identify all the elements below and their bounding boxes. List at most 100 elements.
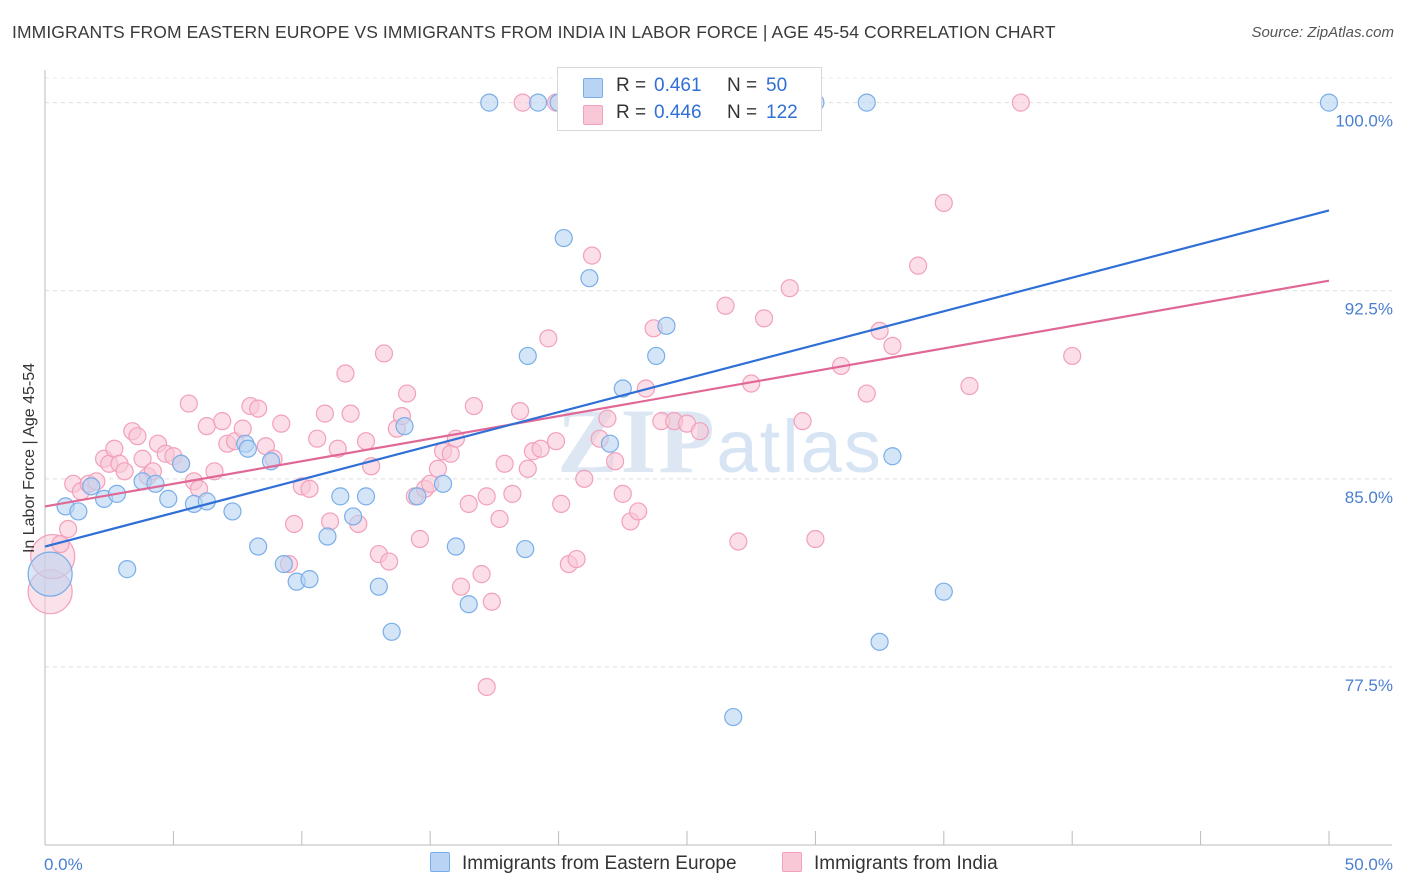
data-point — [870, 632, 889, 651]
data-point — [724, 707, 743, 727]
legend-r-label: R = — [616, 75, 647, 96]
data-point — [477, 677, 496, 697]
data-point — [780, 279, 799, 298]
data-point — [213, 412, 232, 431]
series-india-points — [27, 93, 1082, 697]
x-tick-label-max: 50.0% — [1345, 855, 1393, 874]
data-point — [249, 537, 268, 556]
data-point — [793, 412, 812, 431]
data-point — [197, 492, 216, 511]
data-point — [428, 459, 448, 478]
data-point — [600, 434, 620, 453]
data-point — [344, 507, 363, 526]
legend-r-label: R = — [616, 102, 647, 123]
data-point — [328, 439, 347, 458]
bottom-legend-swatch-eastern-europe — [430, 852, 450, 872]
trend-lines — [44, 209, 1330, 548]
data-point — [531, 439, 550, 458]
data-point — [613, 484, 632, 503]
chart-source: Source: ZipAtlas.com — [1251, 24, 1394, 41]
data-point — [909, 256, 928, 275]
y-tick-label: 100.0% — [1335, 112, 1393, 131]
data-point — [960, 376, 979, 396]
data-point — [118, 560, 137, 579]
data-point — [582, 246, 602, 265]
data-point — [883, 336, 902, 355]
data-point — [552, 494, 571, 513]
data-point — [482, 592, 501, 611]
data-point — [857, 384, 876, 403]
data-point — [274, 554, 293, 574]
chart-title: IMMIGRANTS FROM EASTERN EUROPE VS IMMIGR… — [12, 22, 1056, 42]
data-point — [341, 404, 360, 423]
trend-line-eastern-europe — [44, 209, 1330, 548]
legend-r-value: 0.446 — [654, 102, 702, 123]
data-point — [629, 502, 648, 521]
data-point — [729, 532, 748, 551]
data-point — [716, 296, 735, 315]
watermark: ZIPatlas — [557, 390, 883, 492]
trend-line-india — [44, 279, 1330, 508]
data-point — [272, 414, 291, 433]
data-point — [554, 228, 573, 248]
bottom-legend-label-eastern-europe: Immigrants from Eastern Europe — [462, 853, 737, 874]
data-point — [315, 404, 335, 423]
data-point — [1319, 93, 1339, 112]
data-point — [320, 512, 340, 531]
data-point — [115, 462, 134, 481]
data-point — [528, 93, 548, 112]
bottom-legend-label-india: Immigrants from India — [814, 853, 998, 874]
bottom-legend-eastern-europe[interactable]: Immigrants from Eastern Europe — [430, 852, 737, 875]
data-point — [539, 329, 558, 348]
grid-lines — [45, 77, 1392, 668]
data-point — [397, 384, 417, 403]
data-point — [567, 549, 586, 569]
data-point — [374, 344, 394, 363]
y-axis-label: In Labor Force | Age 45-54 — [21, 363, 38, 553]
data-point — [105, 439, 124, 458]
data-point — [598, 409, 617, 428]
data-point — [870, 321, 889, 340]
data-point — [238, 439, 257, 458]
data-point — [284, 514, 304, 534]
legend-swatch-india — [583, 105, 603, 125]
data-point — [490, 509, 509, 529]
data-point — [395, 417, 414, 436]
y-tick-label: 85.0% — [1345, 488, 1393, 507]
data-point — [159, 489, 178, 508]
data-point — [331, 487, 350, 506]
data-point — [518, 346, 537, 366]
legend-n-label: N = — [727, 102, 758, 123]
data-point — [300, 570, 319, 589]
data-point — [516, 539, 535, 559]
data-point — [883, 447, 902, 466]
data-point — [754, 309, 774, 328]
data-point — [441, 444, 460, 463]
data-point — [546, 432, 566, 451]
data-point — [308, 429, 327, 448]
data-point — [934, 193, 953, 213]
bottom-legend-india[interactable]: Immigrants from India — [782, 852, 998, 875]
data-point — [657, 316, 676, 335]
data-point — [27, 551, 73, 597]
data-point — [857, 93, 876, 112]
bottom-legend-swatch-india — [782, 852, 802, 872]
series-eastern-europe-points — [27, 93, 1339, 727]
data-point — [82, 477, 101, 496]
data-point — [495, 454, 514, 473]
data-point — [1011, 93, 1030, 112]
data-point — [146, 474, 165, 493]
data-point — [380, 552, 399, 571]
legend-r-value: 0.461 — [654, 75, 702, 96]
data-point — [451, 577, 471, 596]
y-tick-labels: 77.5% 85.0% 92.5% 100.0% — [1335, 112, 1393, 695]
data-point — [382, 622, 401, 641]
data-point — [647, 346, 666, 366]
data-point — [433, 474, 453, 493]
axes — [44, 70, 1392, 846]
legend-row-india: R = 0.446 N = 122 — [558, 101, 821, 127]
data-point — [69, 502, 88, 521]
data-point — [369, 577, 388, 596]
data-point — [934, 582, 953, 601]
